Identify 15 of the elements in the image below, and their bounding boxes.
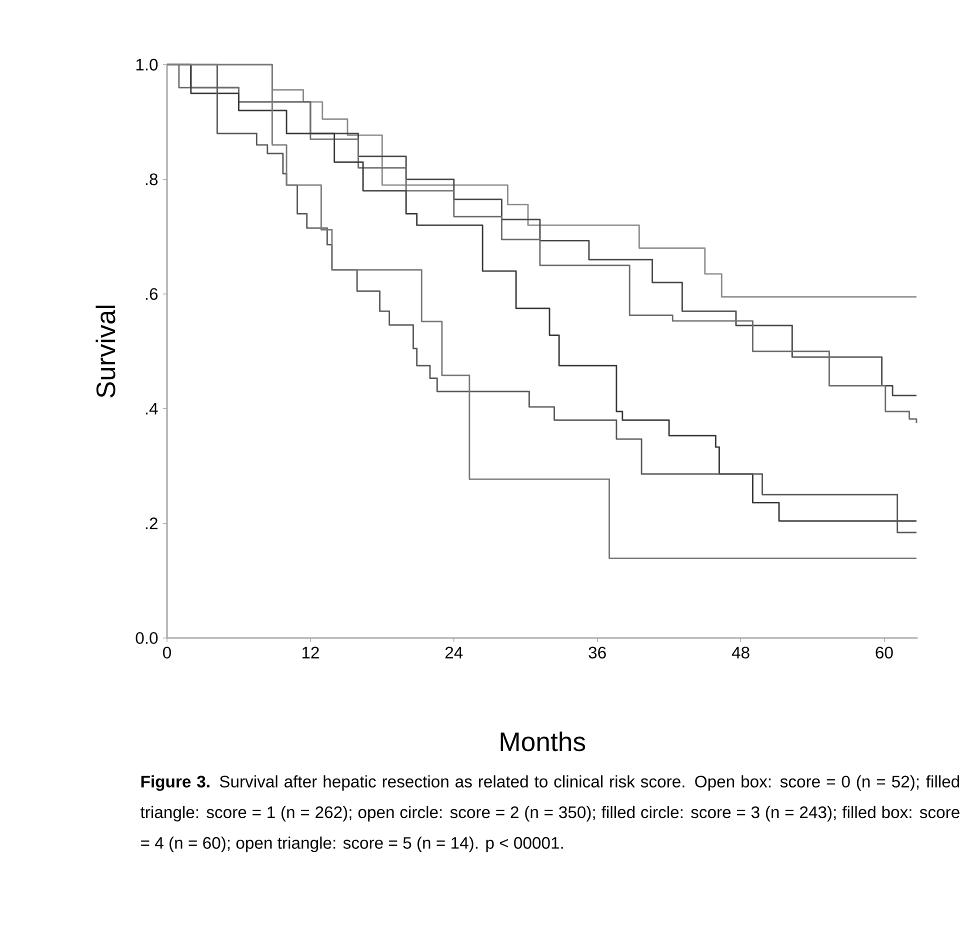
y-tick-label: .2: [146, 518, 158, 530]
x-axis-title: Months: [500, 732, 586, 752]
y-tick-label: .8: [146, 173, 158, 186]
x-tick-label: 48: [732, 646, 750, 659]
x-tick-label: 36: [588, 646, 606, 659]
y-tick-label: .6: [146, 288, 158, 300]
y-tick-label: 1.0: [136, 58, 158, 71]
x-tick-label: 24: [445, 646, 463, 658]
x-tick-label: 60: [876, 646, 893, 659]
text: Figure 3. Survival after hepatic resection as related to clinical risk score. Open box: score = 0 (n = 52); filled triangle: score = 1 (n = 262); open circle: score = 2 (n = 350); filled circle: score = 3 (n = 243); filled box: score = 4 (n = 60); open triangle: score = 5 (n = 14). p < 00001.: [140, 775, 960, 852]
y-tick-label: .4: [146, 402, 158, 414]
x-tick-label: 0: [163, 646, 171, 659]
y-tick-label: 0.0: [136, 632, 158, 644]
x-tick-label: 12: [302, 646, 319, 658]
y-axis-title: Survival: [96, 306, 116, 398]
